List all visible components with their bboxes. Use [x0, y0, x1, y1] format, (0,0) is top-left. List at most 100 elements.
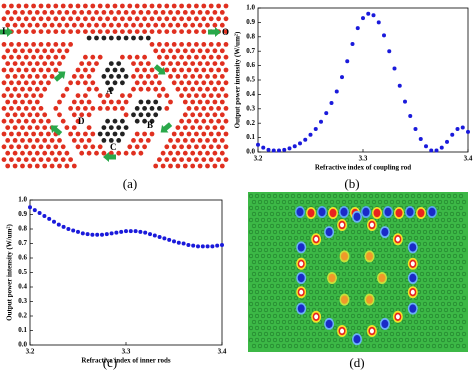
rod	[142, 54, 148, 60]
lattice-rod	[386, 241, 392, 247]
lattice-rod	[287, 271, 293, 277]
lattice-rod	[458, 337, 464, 343]
lattice-rod	[266, 253, 272, 259]
lattice-rod	[446, 337, 452, 343]
lattice-rod	[347, 235, 353, 241]
rod	[9, 131, 14, 137]
rod	[186, 67, 192, 73]
rod	[186, 144, 192, 150]
data-point	[114, 230, 119, 235]
lattice-rod	[308, 289, 314, 295]
rod	[97, 93, 103, 98]
lattice-rod	[431, 247, 437, 253]
lattice-rod	[404, 301, 410, 307]
data-point	[266, 147, 271, 152]
lattice-rod	[359, 259, 365, 265]
rod	[219, 74, 225, 79]
rod	[79, 138, 85, 143]
rod	[42, 150, 48, 156]
field-spot	[353, 335, 361, 344]
field-spot	[366, 295, 374, 304]
lattice-rod	[284, 217, 290, 223]
lattice-rod	[371, 319, 377, 325]
rod	[23, 80, 29, 86]
lattice-rod	[347, 343, 353, 349]
rod	[64, 86, 70, 92]
lattice-rod	[332, 325, 338, 331]
rod	[108, 61, 114, 66]
rod	[164, 54, 170, 60]
rod	[27, 99, 33, 105]
rod	[212, 22, 218, 28]
rod	[49, 74, 55, 79]
lattice-rod	[263, 223, 269, 229]
rod	[186, 106, 192, 111]
lattice-rod	[257, 199, 263, 205]
lattice-rod	[395, 199, 401, 205]
lattice-rod	[440, 313, 446, 319]
field-spot	[340, 222, 345, 228]
rod	[175, 163, 181, 169]
lattice-rod	[371, 259, 377, 265]
lattice-rod	[263, 271, 269, 277]
rod	[20, 125, 25, 130]
rod	[179, 16, 185, 22]
lattice-rod	[260, 241, 266, 247]
lattice-rod	[356, 313, 362, 319]
rod	[171, 29, 177, 34]
lattice-rod	[266, 217, 272, 223]
data-point	[313, 126, 318, 131]
rod	[145, 112, 151, 118]
rod	[208, 131, 214, 137]
lattice-rod	[449, 343, 455, 349]
lattice-rod	[437, 235, 443, 241]
lattice-rod	[374, 337, 380, 343]
lattice-rod	[314, 217, 320, 223]
rod	[31, 93, 36, 98]
rod	[112, 131, 118, 137]
rod	[12, 125, 18, 130]
rod	[131, 35, 136, 41]
rod	[31, 42, 36, 47]
lattice-rod	[359, 223, 365, 229]
rod	[108, 150, 114, 156]
lattice-rod	[305, 259, 311, 265]
lattice-rod	[401, 295, 407, 301]
lattice-rod	[287, 223, 293, 229]
rod	[134, 16, 140, 22]
lattice-rod	[296, 193, 302, 199]
lattice-rod	[272, 277, 278, 283]
lattice-rod	[353, 199, 359, 205]
lattice-rod	[425, 223, 431, 229]
field-spot	[341, 295, 349, 304]
lattice-rod	[257, 331, 263, 337]
data-point	[66, 227, 71, 231]
rod	[194, 3, 199, 9]
lattice-rod	[455, 247, 461, 253]
lattice-rod	[437, 283, 443, 289]
rod	[205, 74, 210, 79]
rod	[131, 10, 136, 15]
data-point	[157, 234, 162, 239]
lattice-rod	[380, 241, 386, 247]
lattice-rod	[290, 277, 296, 283]
arrow	[103, 152, 116, 162]
rod	[108, 35, 114, 41]
rod	[219, 163, 225, 169]
lattice-rod	[296, 253, 302, 259]
lattice-rod	[440, 277, 446, 283]
rod	[94, 61, 99, 66]
lattice-rod	[344, 337, 350, 343]
lattice-rod	[293, 199, 299, 205]
data-point	[90, 232, 95, 237]
rod	[83, 16, 88, 22]
rod	[216, 131, 222, 137]
lattice-rod	[452, 337, 458, 343]
rod	[38, 67, 44, 73]
rod	[134, 80, 140, 86]
lattice-rod	[359, 295, 365, 301]
rod	[197, 163, 203, 169]
data-point	[355, 26, 360, 31]
rod	[134, 106, 140, 111]
rod	[101, 138, 107, 143]
